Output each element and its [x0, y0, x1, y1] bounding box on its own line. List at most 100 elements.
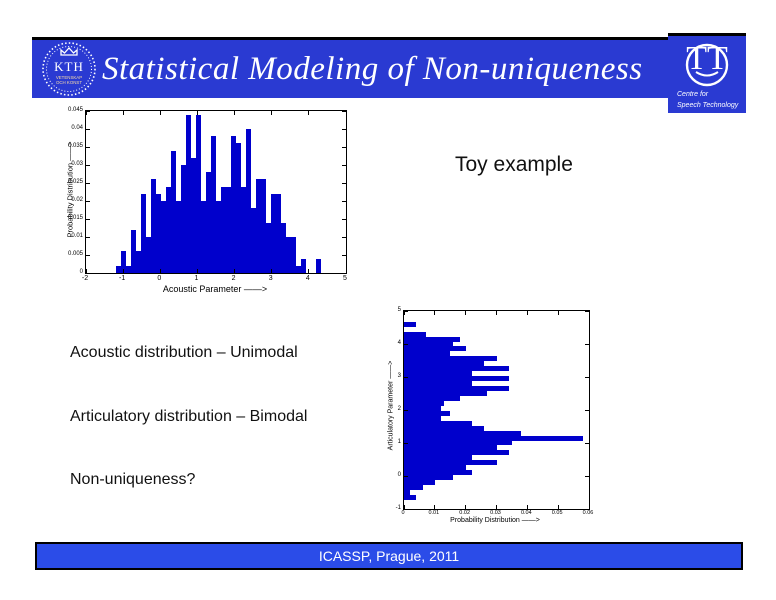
histogram-bar: [404, 405, 441, 411]
y-tick-label: 0: [397, 472, 401, 478]
svg-text:TT: TT: [686, 40, 728, 77]
histogram-bar: [404, 391, 488, 396]
footer-text: ICASSP, Prague, 2011: [318, 548, 460, 564]
histogram-bar: [404, 410, 451, 416]
x-tick-mark: [557, 311, 559, 315]
x-tick-mark: [86, 111, 87, 115]
x-tick-mark: [465, 311, 467, 315]
articulatory-x-axis-label: Probability Distribution ——>: [450, 517, 540, 524]
histogram-bar: [256, 179, 262, 273]
header-bar: KTH VETENSKAP OCH KONST Statistical Mode…: [32, 37, 668, 98]
tt-logo-text-2: Speech Technology: [677, 102, 739, 109]
y-tick-mark: [342, 254, 346, 256]
y-tick-mark: [86, 146, 90, 148]
y-tick-mark: [404, 508, 408, 509]
x-tick-mark: [271, 269, 273, 273]
histogram-bar: [404, 386, 509, 391]
x-tick-mark: [159, 269, 161, 273]
x-tick-label: -2: [81, 275, 89, 282]
y-tick-mark: [86, 236, 90, 238]
y-tick-mark: [86, 111, 90, 112]
histogram-bar: [404, 376, 509, 382]
y-tick-mark: [585, 343, 589, 345]
y-tick-label: 2: [397, 406, 401, 412]
x-tick-label: 0.04: [520, 510, 532, 516]
x-tick-label: 0.02: [459, 510, 471, 516]
y-tick-mark: [404, 376, 408, 378]
histogram-bar: [404, 430, 522, 436]
x-tick-mark: [196, 111, 198, 115]
histogram-bar: [205, 172, 211, 273]
histogram-bar: [404, 371, 472, 377]
histogram-bar: [115, 265, 121, 273]
x-tick-label: 0.03: [490, 510, 501, 516]
tt-logo: TT Centre for Speech Technology: [668, 33, 746, 113]
x-tick-mark: [122, 111, 124, 115]
acoustic-x-axis-label: Acoustic Parameter ——>: [162, 284, 268, 294]
x-tick-mark: [159, 111, 161, 115]
y-tick-mark: [342, 146, 346, 148]
y-tick-mark: [342, 164, 346, 166]
histogram-bar: [404, 494, 417, 500]
x-tick-mark: [496, 311, 497, 315]
footer-bar: ICASSP, Prague, 2011: [35, 542, 743, 570]
histogram-bar: [404, 346, 466, 352]
y-tick-label: 3: [397, 373, 401, 379]
x-tick-mark: [308, 269, 310, 273]
y-tick-mark: [86, 272, 90, 273]
histogram-bar: [251, 208, 257, 273]
x-tick-mark: [345, 269, 346, 273]
histogram-bar: [200, 201, 206, 273]
x-tick-mark: [434, 505, 436, 509]
histogram-bar: [404, 400, 445, 406]
bullet-acoustic-distribution: Acoustic distribution – Unimodal: [70, 344, 298, 361]
toy-example-heading: Toy example: [455, 153, 573, 176]
y-tick-label: 0.035: [67, 143, 83, 149]
y-tick-label: 0: [79, 269, 83, 275]
histogram-bar: [266, 222, 272, 273]
histogram-bar: [404, 415, 441, 421]
x-tick-label: 1: [194, 275, 199, 282]
histogram-bar: [404, 336, 460, 342]
y-tick-label: 0.045: [67, 107, 83, 113]
histogram-bar: [276, 193, 282, 273]
acoustic-y-axis-label: Probability Distribution ——>: [65, 141, 75, 238]
histogram-bar: [165, 186, 171, 273]
x-tick-mark: [234, 269, 236, 273]
histogram-bar: [261, 179, 267, 273]
histogram-bar: [404, 321, 417, 327]
y-tick-mark: [86, 182, 90, 184]
histogram-bar: [195, 114, 201, 273]
y-tick-mark: [342, 272, 346, 273]
histogram-bar: [286, 237, 292, 273]
y-tick-mark: [86, 200, 90, 202]
x-tick-label: 4: [305, 275, 310, 282]
x-tick-mark: [404, 505, 405, 509]
x-tick-mark: [196, 269, 198, 273]
y-tick-label: 0.02: [71, 197, 83, 203]
y-tick-label: -1: [395, 505, 401, 511]
y-tick-mark: [585, 311, 589, 312]
x-tick-label: 0.06: [582, 510, 594, 516]
x-tick-label: -1: [119, 275, 126, 282]
histogram-bar: [404, 455, 472, 461]
y-tick-label: 0.005: [67, 251, 83, 257]
x-tick-mark: [434, 311, 436, 315]
tt-logo-icon: TT: [685, 40, 729, 87]
x-tick-mark: [526, 311, 528, 315]
bullet-articulatory-distribution: Articulatory distribution – Bimodal: [70, 408, 308, 425]
histogram-bar: [160, 201, 166, 273]
x-tick-label: 0: [157, 275, 162, 282]
acoustic-plot-area: [85, 110, 347, 274]
x-tick-mark: [271, 111, 273, 115]
y-tick-mark: [342, 111, 346, 112]
histogram-bar: [175, 201, 181, 273]
histogram-bar: [404, 351, 451, 357]
histogram-bar: [170, 150, 176, 273]
histogram-bar: [404, 445, 497, 451]
histogram-bar: [301, 258, 307, 273]
histogram-bar: [155, 193, 161, 273]
histogram-bar: [404, 465, 466, 471]
histogram-bar: [130, 229, 136, 273]
y-tick-mark: [585, 475, 589, 477]
